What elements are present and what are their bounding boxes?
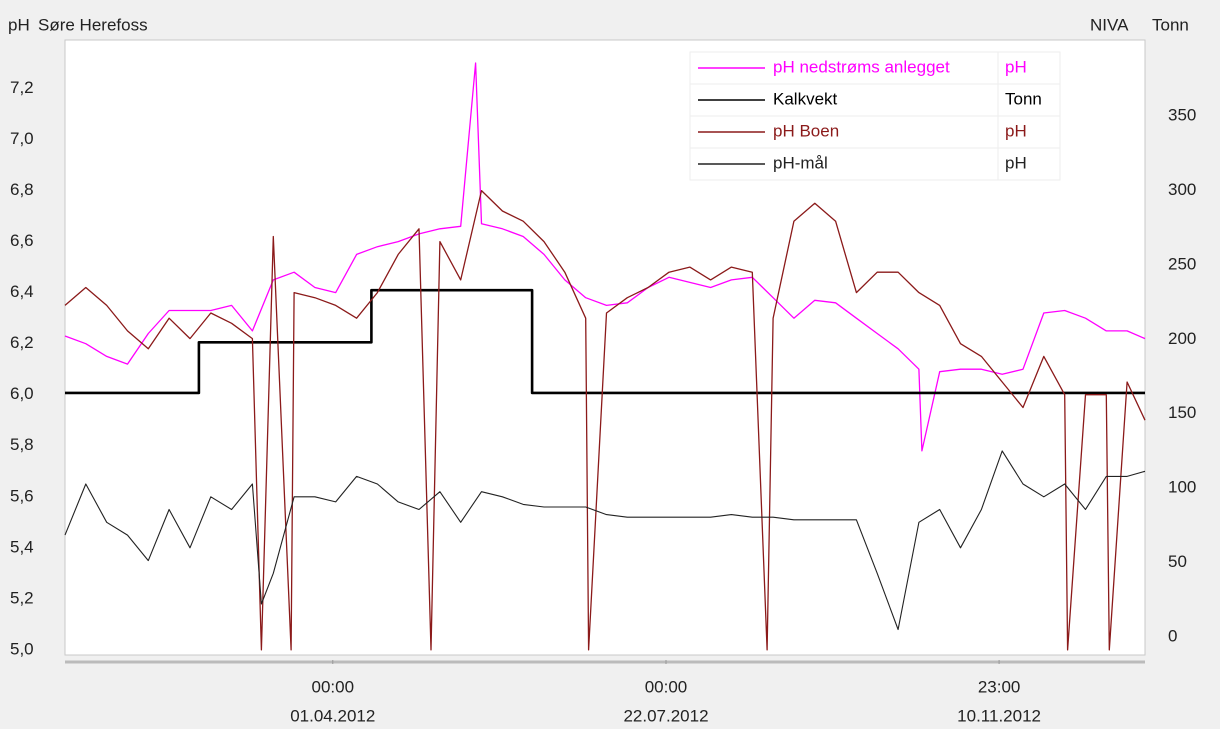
series-line bbox=[65, 288, 1145, 395]
legend-unit: pH bbox=[1005, 57, 1027, 76]
x-tick-label: 01.04.2012 bbox=[290, 706, 375, 725]
y-tick-label: 5,4 bbox=[10, 537, 34, 556]
x-tick-label: 23:00 bbox=[978, 677, 1021, 696]
series-line bbox=[64, 62, 1146, 452]
legend-unit: Tonn bbox=[1005, 89, 1042, 108]
y2-tick-label: 350 bbox=[1168, 105, 1196, 124]
y2-tick-label: 50 bbox=[1168, 552, 1187, 571]
y2-tick-label: 100 bbox=[1168, 478, 1196, 497]
y-tick-label: 6,4 bbox=[10, 282, 34, 301]
y2-tick-label: 0 bbox=[1168, 627, 1177, 646]
x-tick-label: 00:00 bbox=[311, 677, 354, 696]
chart-title: Søre Herefoss bbox=[38, 15, 148, 34]
legend-label: pH-mål bbox=[773, 153, 828, 172]
y-tick-label: 7,0 bbox=[10, 129, 34, 148]
y2-tick-label: 150 bbox=[1168, 403, 1196, 422]
x-tick-label: 10.11.2012 bbox=[957, 706, 1041, 725]
legend-label: Kalkvekt bbox=[773, 89, 838, 108]
x-tick-label: 00:00 bbox=[645, 677, 688, 696]
y-tick-label: 6,0 bbox=[10, 384, 34, 403]
series-line bbox=[64, 189, 1146, 651]
x-tick-label: 22.07.2012 bbox=[623, 706, 708, 725]
legend-label: pH Boen bbox=[773, 121, 839, 140]
legend-unit: pH bbox=[1005, 153, 1027, 172]
legend-unit: pH bbox=[1005, 121, 1027, 140]
y-tick-label: 6,8 bbox=[10, 180, 34, 199]
y-tick-label: 5,0 bbox=[10, 639, 34, 658]
y-tick-label: 5,6 bbox=[10, 486, 34, 505]
legend-label: pH nedstrøms anlegget bbox=[773, 57, 950, 76]
y-tick-label: 6,6 bbox=[10, 231, 34, 250]
y-axis-label: pH bbox=[8, 15, 30, 34]
y-tick-label: 7,2 bbox=[10, 78, 34, 97]
y-tick-label: 5,8 bbox=[10, 435, 34, 454]
y2-tick-label: 200 bbox=[1168, 329, 1196, 348]
series-line bbox=[64, 450, 1146, 631]
source: NIVA bbox=[1090, 15, 1129, 34]
y-tick-label: 6,2 bbox=[10, 333, 34, 352]
y2-axis-label: Tonn bbox=[1152, 15, 1189, 34]
y2-tick-label: 300 bbox=[1168, 180, 1196, 199]
y-tick-label: 5,2 bbox=[10, 588, 34, 607]
y2-tick-label: 250 bbox=[1168, 254, 1196, 273]
